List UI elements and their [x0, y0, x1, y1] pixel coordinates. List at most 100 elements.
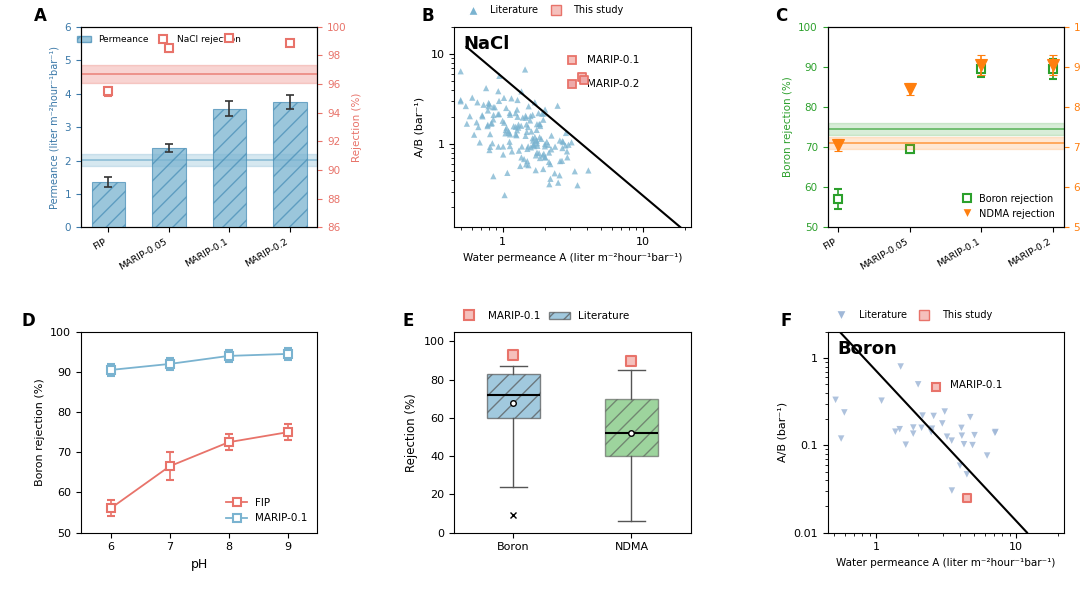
Point	[528, 120, 545, 129]
Point	[523, 143, 540, 152]
Point	[527, 165, 544, 175]
Bar	[152, 148, 186, 227]
Point	[892, 362, 909, 371]
Point	[510, 123, 527, 133]
Point	[540, 148, 557, 157]
Point	[490, 71, 508, 81]
Point	[500, 127, 517, 136]
Point	[507, 108, 524, 118]
Point	[453, 67, 470, 76]
Point	[961, 412, 978, 422]
Legend: FIP, MARIP-0.1: FIP, MARIP-0.1	[222, 494, 312, 527]
Point	[531, 121, 549, 131]
Point	[525, 136, 542, 145]
Point	[887, 427, 904, 437]
Point	[522, 111, 539, 121]
Point	[461, 111, 478, 121]
Point	[540, 157, 557, 167]
Point	[537, 153, 554, 162]
X-axis label: Water permeance A (liter m⁻²hour⁻¹bar⁻¹): Water permeance A (liter m⁻²hour⁻¹bar⁻¹)	[462, 253, 683, 263]
Point	[519, 142, 537, 151]
Point	[457, 101, 474, 111]
Point	[530, 120, 548, 129]
Legend: MARIP-0.1, Literature: MARIP-0.1, Literature	[455, 307, 633, 325]
Point	[836, 408, 853, 417]
Point	[897, 440, 915, 449]
Point	[551, 136, 568, 145]
Point	[480, 102, 497, 111]
Point	[480, 120, 497, 130]
Point	[934, 419, 951, 428]
Point	[986, 428, 1003, 437]
Point	[951, 461, 969, 471]
X-axis label: pH: pH	[190, 558, 207, 571]
Point	[827, 395, 845, 405]
Point	[923, 424, 941, 434]
PathPatch shape	[487, 374, 540, 418]
Y-axis label: Boron rejection (%): Boron rejection (%)	[35, 378, 44, 486]
Point	[580, 165, 597, 175]
Point	[522, 115, 539, 125]
Y-axis label: A/B (bar⁻¹): A/B (bar⁻¹)	[778, 402, 787, 462]
Point	[956, 440, 973, 449]
Point	[482, 142, 499, 152]
Bar	[92, 182, 125, 227]
Point	[481, 145, 498, 155]
Y-axis label: Boron rejection (%): Boron rejection (%)	[783, 77, 793, 177]
Point	[485, 110, 502, 120]
Point	[558, 152, 576, 162]
Legend: Literature, This study: Literature, This study	[827, 306, 996, 324]
Point	[557, 141, 575, 151]
Point	[503, 146, 521, 156]
Point	[517, 120, 535, 129]
Point	[500, 128, 517, 137]
Point	[512, 161, 529, 171]
Point	[537, 152, 554, 162]
Point	[926, 411, 943, 421]
Point	[573, 73, 591, 82]
Point	[501, 130, 518, 139]
Point	[526, 132, 543, 142]
Point	[513, 153, 530, 162]
Point	[909, 380, 927, 389]
Point	[499, 168, 516, 178]
Point	[518, 144, 536, 154]
Point	[508, 130, 525, 140]
Point	[498, 103, 515, 112]
Point	[519, 123, 537, 132]
Point	[987, 427, 1004, 437]
Point	[891, 424, 908, 434]
Point	[558, 146, 576, 156]
Point	[554, 143, 571, 153]
Point	[530, 108, 548, 118]
Point	[478, 121, 496, 131]
Point	[954, 431, 971, 440]
Point	[552, 156, 569, 166]
Point	[465, 130, 483, 139]
Point	[473, 111, 490, 120]
Point	[550, 178, 567, 187]
Point	[527, 136, 544, 145]
Point	[536, 149, 553, 158]
Point	[528, 125, 545, 134]
Point	[535, 109, 552, 118]
Point	[498, 123, 515, 133]
Point	[553, 156, 570, 165]
Point	[531, 133, 549, 142]
Point	[528, 139, 545, 148]
Text: NaCl: NaCl	[463, 35, 510, 53]
Point	[510, 120, 527, 130]
Bar	[81, 154, 318, 165]
Legend: Literature, This study: Literature, This study	[459, 2, 627, 19]
Point	[480, 98, 497, 108]
Point	[509, 112, 526, 121]
Text: C: C	[775, 7, 787, 25]
Text: B: B	[421, 7, 434, 25]
Legend: Permeance, NaCl rejection: Permeance, NaCl rejection	[73, 32, 244, 48]
Point	[514, 113, 531, 123]
Point	[943, 486, 960, 495]
Point	[563, 137, 580, 147]
Point	[485, 171, 502, 181]
Text: D: D	[22, 312, 36, 330]
Point	[535, 164, 552, 174]
